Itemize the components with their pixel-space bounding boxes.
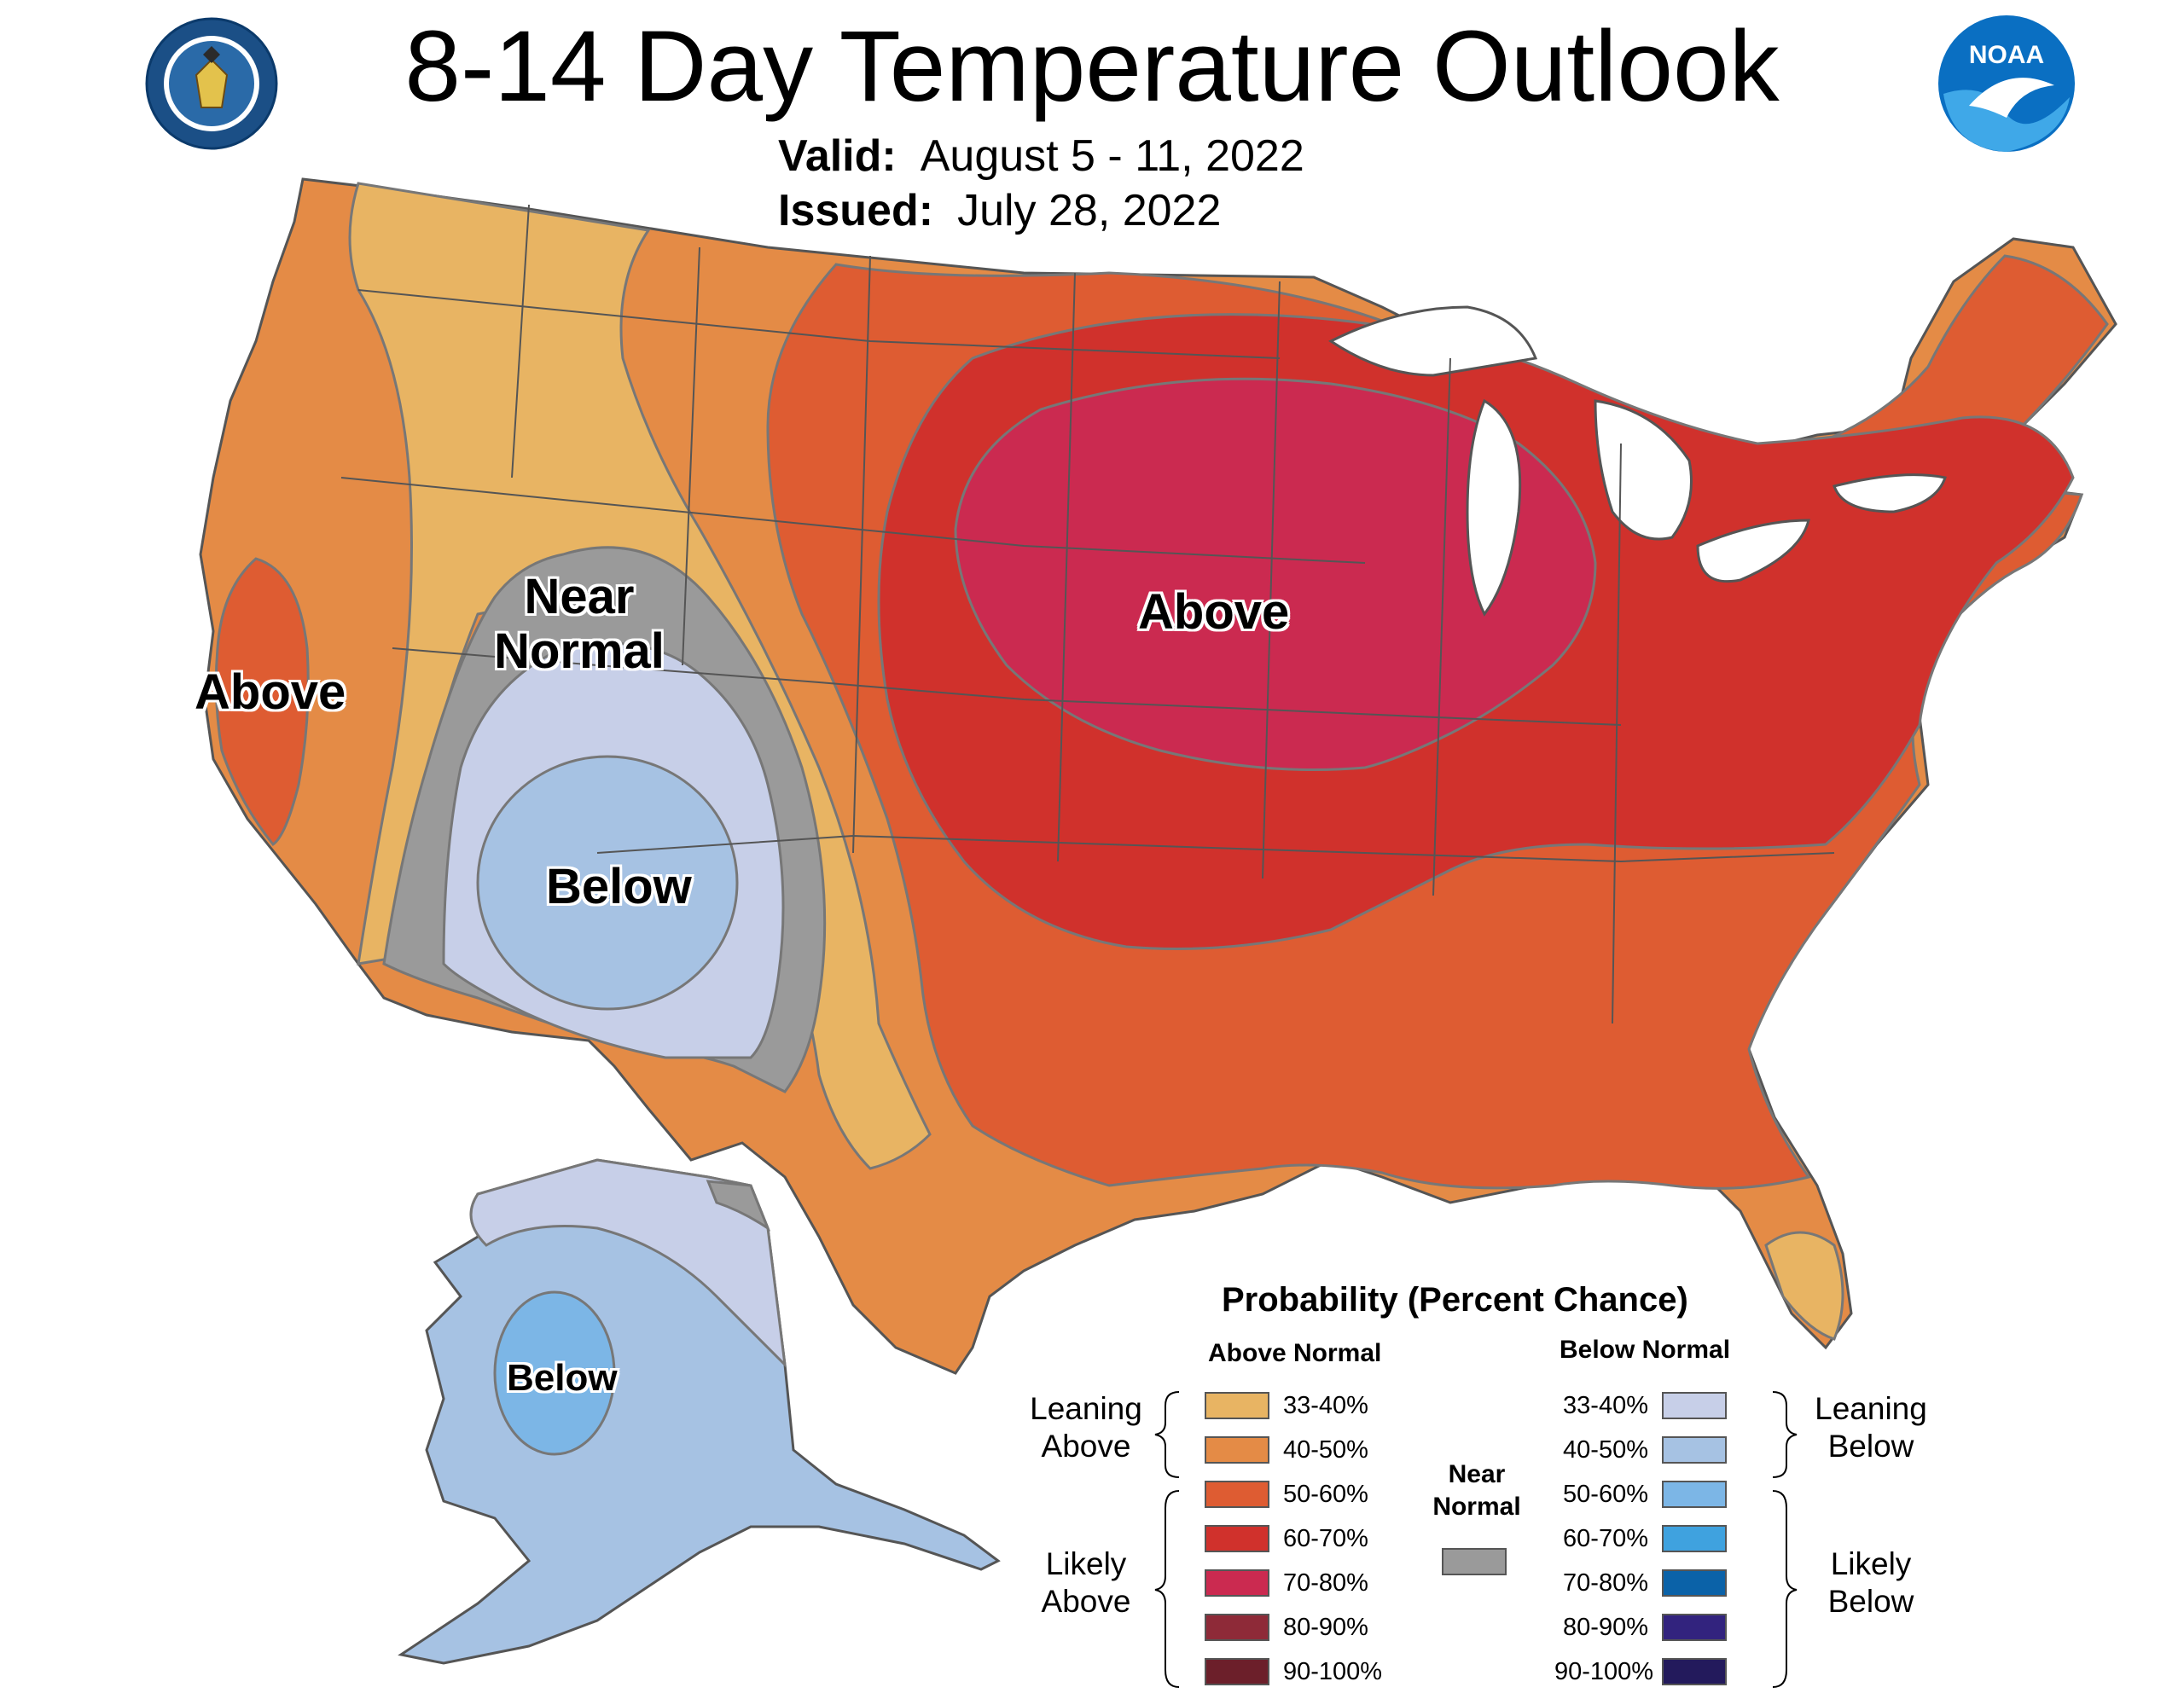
above-legend-range-label: 60-70% [1283,1524,1368,1552]
below-legend-swatch [1662,1392,1727,1419]
likely-below-line2: Below [1827,1584,1914,1619]
leaning-below-line2: Below [1827,1429,1914,1464]
below-legend-row: 90-100% [1554,1655,1727,1689]
noaa-logo-text: NOAA [1969,41,2044,69]
legend-above-list: 33-40% 40-50% 50-60% 60-70% 70-80% 80-90% 90-1… [1205,1389,1382,1699]
above-legend-swatch [1205,1392,1269,1419]
leaning-below-label: Leaning Below [1807,1390,1935,1465]
legend-near-normal-swatch [1442,1548,1507,1575]
likely-above-label: Likely Above [1024,1545,1148,1621]
legend-near-line1: Near [1448,1460,1506,1488]
below-legend-range-label: 50-60% [1563,1480,1648,1508]
legend-below-header: Below Normal [1560,1336,1731,1364]
below-legend-range-label: 33-40% [1563,1391,1648,1419]
alaska-near-normal [706,1180,771,1232]
above-legend-row: 90-100% [1205,1655,1382,1689]
near-normal-label: Near Normal [490,570,669,679]
issued-label: Issued: [778,186,934,235]
alaska-leaning-below [469,1158,787,1369]
below-legend-swatch [1662,1614,1727,1641]
above-legend-swatch [1205,1481,1269,1508]
leaning-above-label: Leaning Above [1024,1390,1148,1465]
above-legend-row: 60-70% [1205,1522,1382,1556]
below-legend-swatch [1662,1481,1727,1508]
below-legend-row: 70-80% [1554,1566,1727,1600]
below-southwest-core [476,755,739,1011]
state-boundaries [340,204,1835,1024]
west-coast-above-label: Above [195,664,346,720]
valid-dates: Valid: August 5 - 11, 2022 [778,130,1304,183]
page-title: 8-14 Day Temperature Outlook [404,10,1780,123]
below-legend-range-label: 90-100% [1554,1657,1654,1685]
above-braces [1154,1391,1180,1688]
below-braces [1772,1391,1798,1688]
above-legend-row: 70-80% [1205,1566,1382,1600]
southwest-below-label: Below [546,859,692,914]
above-legend-swatch [1205,1658,1269,1685]
issued-value: July 28, 2022 [957,186,1222,235]
likely-above-line2: Above [1041,1584,1131,1619]
below-legend-row: 80-90% [1554,1610,1727,1644]
above-legend-range-label: 70-80% [1283,1569,1368,1597]
below-legend-range-label: 70-80% [1563,1569,1648,1597]
above-legend-swatch [1205,1614,1269,1641]
issued-date: Issued: July 28, 2022 [778,184,1221,237]
legend-near-line2: Normal [1432,1493,1521,1521]
great-lakes [1328,305,1947,617]
below-legend-row: 40-50% [1554,1433,1727,1467]
below-legend-range-label: 40-50% [1563,1435,1648,1464]
above-legend-row: 40-50% [1205,1433,1382,1467]
above-legend-row: 80-90% [1205,1610,1382,1644]
alaska-outline [398,1158,1001,1665]
above-legend-row: 50-60% [1205,1477,1382,1511]
below-legend-swatch [1662,1436,1727,1464]
below-legend-swatch [1662,1569,1727,1597]
alaska-below-core [493,1290,616,1456]
below-legend-row: 60-70% [1554,1522,1727,1556]
above-legend-swatch [1205,1569,1269,1597]
above-legend-range-label: 90-100% [1283,1657,1383,1685]
above-legend-range-label: 50-60% [1283,1480,1368,1508]
below-legend-swatch [1662,1658,1727,1685]
above-legend-swatch [1205,1436,1269,1464]
likely-above-west-coast-zone [214,557,310,847]
below-legend-row: 50-60% [1554,1477,1727,1511]
likely-below-line1: Likely [1830,1546,1912,1581]
leaning-above-florida-zone [1764,1231,1844,1341]
likely-above-line1: Likely [1045,1546,1127,1581]
valid-label: Valid: [778,131,897,181]
above-legend-swatch [1205,1525,1269,1552]
legend-title: Probability (Percent Chance) [1222,1281,1688,1319]
noaa-logo: NOAA [1938,15,2075,152]
below-legend-swatch [1662,1525,1727,1552]
below-legend-range-label: 80-90% [1563,1613,1648,1641]
leaning-above-line1: Leaning [1030,1391,1142,1426]
legend-near-normal-header: Near Normal [1423,1458,1531,1523]
leaning-above-line2: Above [1041,1429,1131,1464]
above-legend-range-label: 33-40% [1283,1391,1368,1419]
department-of-commerce-seal [145,17,278,150]
alaska-below-label: Below [507,1357,618,1399]
above-legend-row: 33-40% [1205,1389,1382,1423]
central-above-label: Above [1138,584,1290,640]
valid-value: August 5 - 11, 2022 [920,131,1304,181]
below-legend-row: 33-40% [1554,1389,1727,1423]
legend-above-header: Above Normal [1208,1339,1382,1367]
leaning-below-line1: Leaning [1815,1391,1927,1426]
near-normal-line2: Normal [494,623,665,679]
above-70-80-zone [954,377,1597,771]
likely-below-label: Likely Below [1807,1545,1935,1621]
above-legend-range-label: 40-50% [1283,1435,1368,1464]
below-legend-range-label: 60-70% [1563,1524,1648,1552]
near-normal-line1: Near [524,569,635,624]
legend-below-list: 33-40% 40-50% 50-60% 60-70% 70-80% 80-90% 90-1… [1554,1389,1727,1699]
above-legend-range-label: 80-90% [1283,1613,1368,1641]
